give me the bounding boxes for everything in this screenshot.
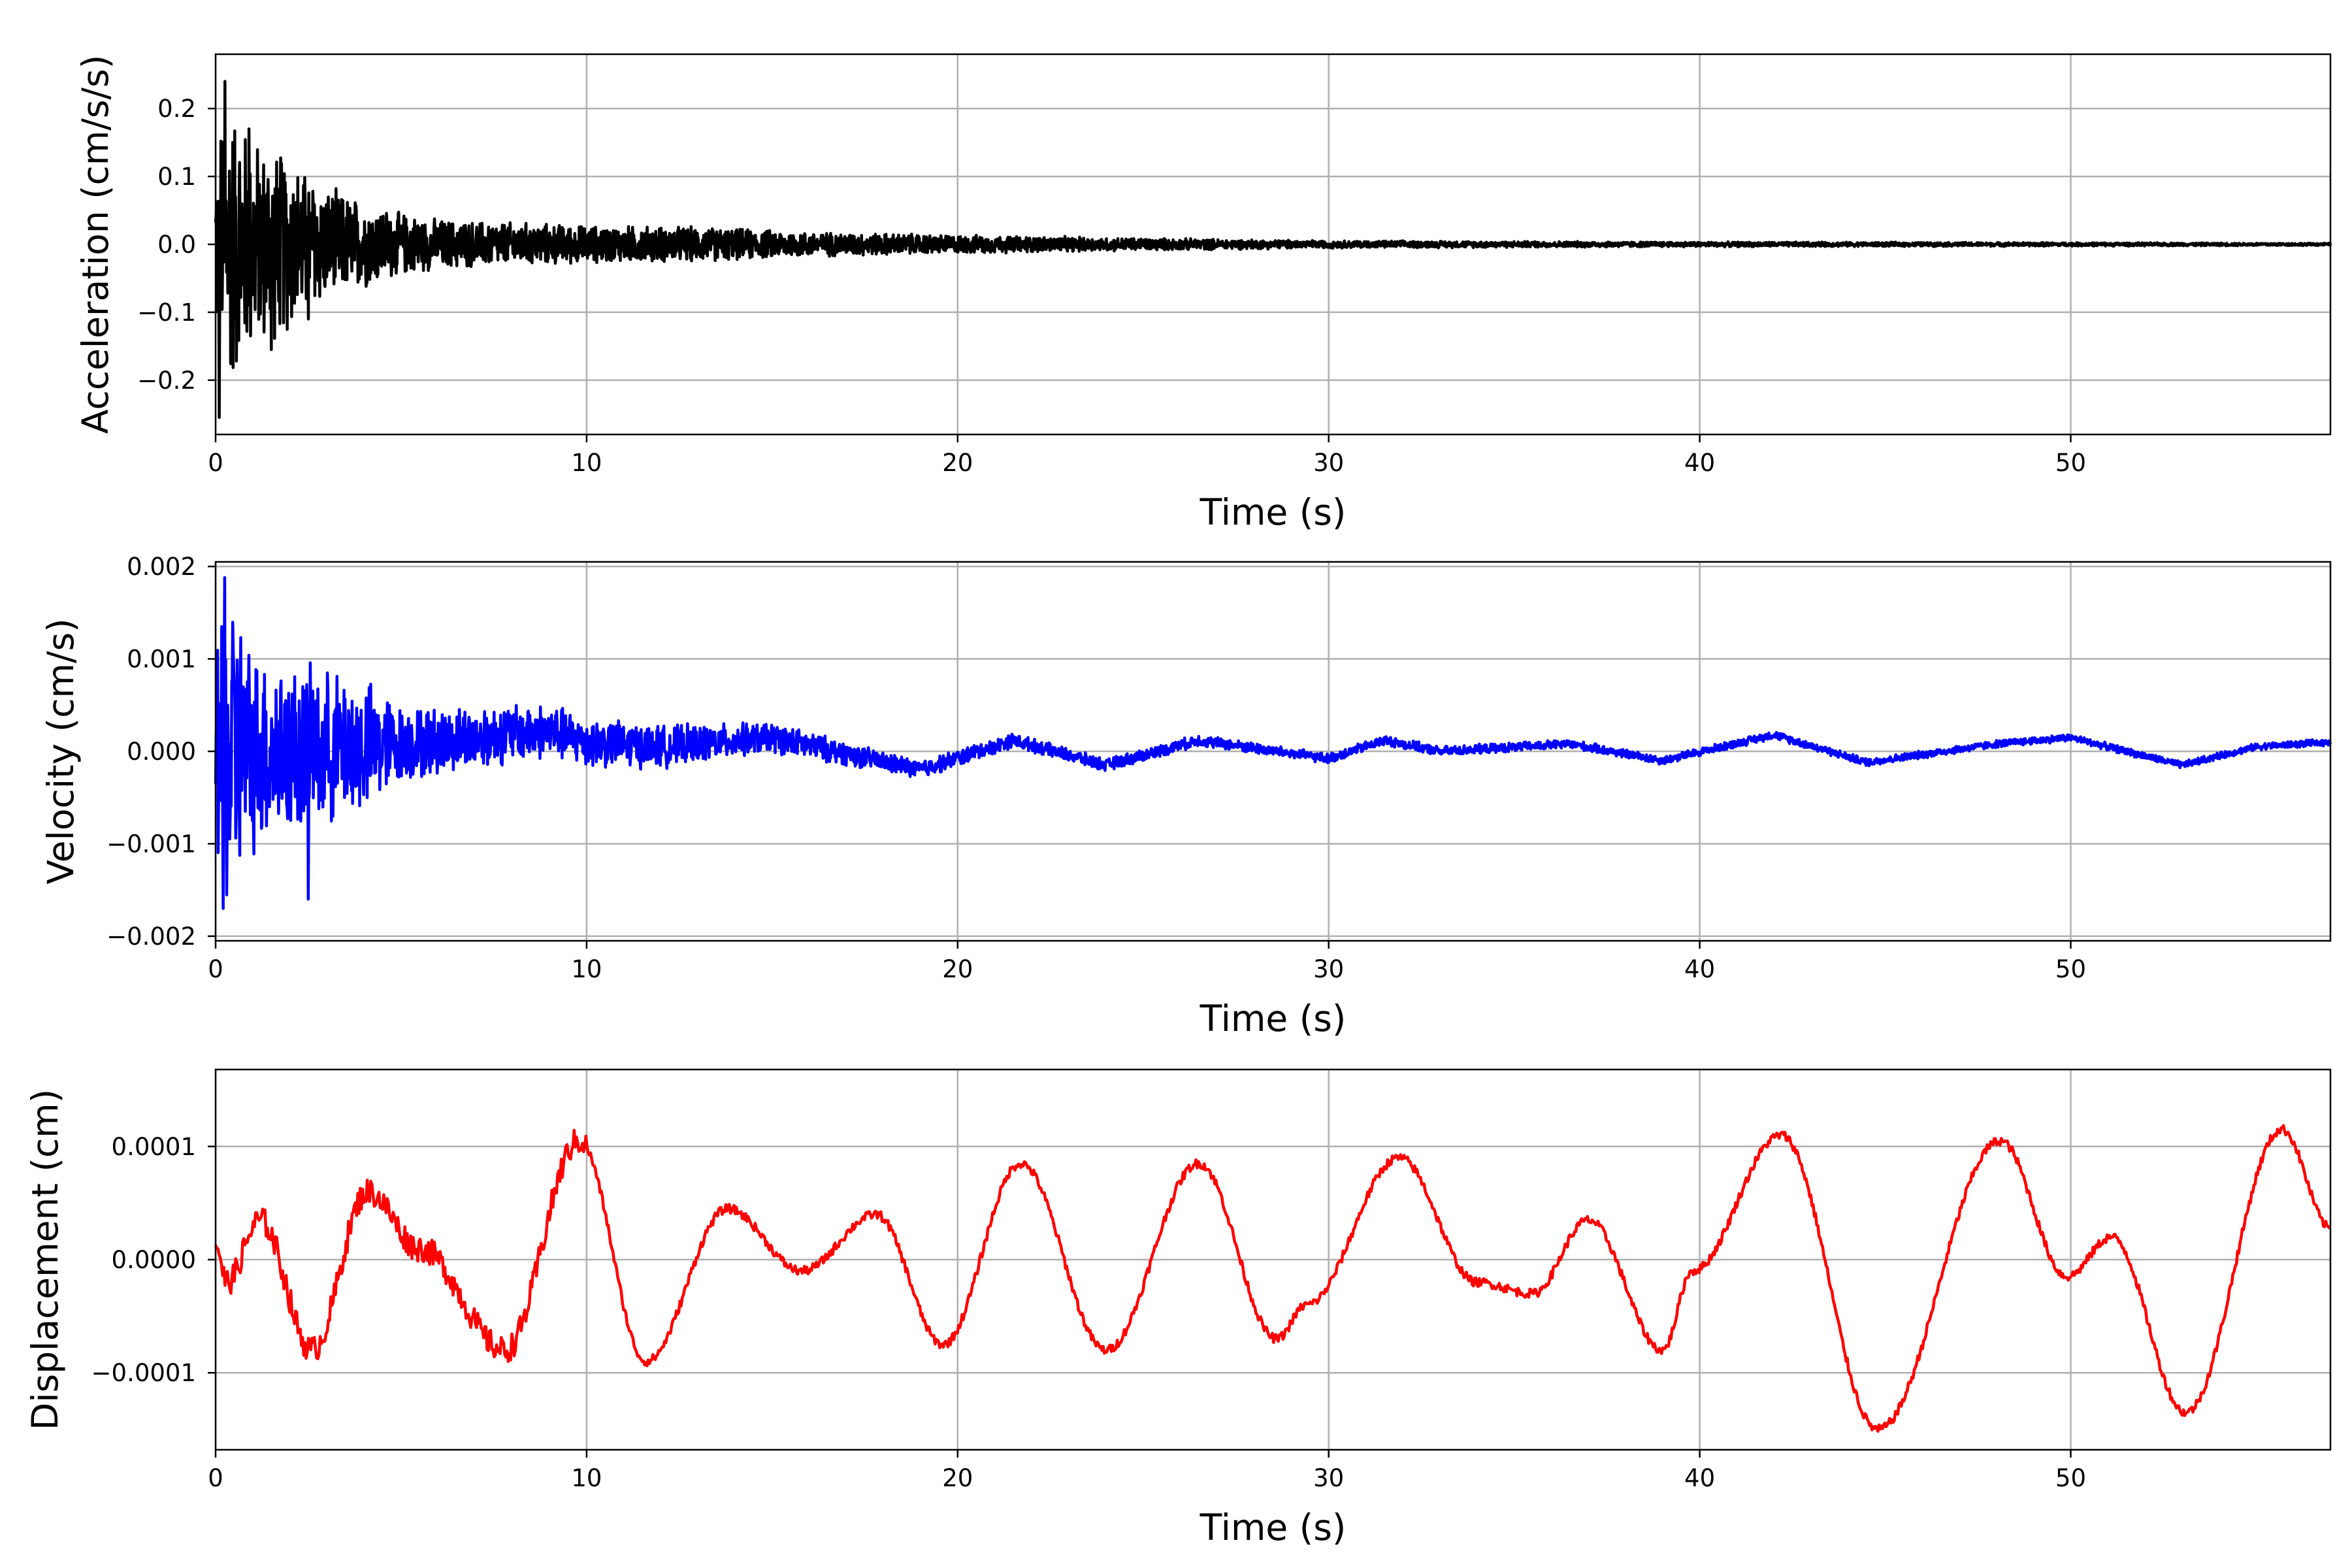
acceleration-x-tick-label: 10 [571, 449, 602, 477]
velocity-y-tick-label: −0.002 [106, 923, 196, 951]
displacement-x-tick-label: 0 [208, 1464, 223, 1492]
velocity-y-tick-label: −0.001 [106, 830, 196, 858]
acceleration-x-tick-label: 30 [1313, 449, 1344, 477]
displacement-y-tick-label: −0.0001 [91, 1359, 196, 1387]
acceleration-x-tick-label: 0 [208, 449, 223, 477]
displacement-series-line [214, 1124, 2331, 1433]
velocity-x-tick-label: 20 [942, 955, 973, 983]
displacement-y-axis-label: Displacement (cm) [24, 1089, 66, 1430]
displacement-panel: 0 10 20 30 40 50 −0.0001 0.0000 0.0001 Time (s) Di… [24, 1068, 2332, 1548]
acceleration-panel: 0 10 20 30 40 50 −0.2 −0.1 0.0 0.1 0.2 Time (s) Acce… [74, 53, 2332, 533]
acceleration-y-tick-label: 0.2 [157, 95, 196, 123]
displacement-y-tick-label: 0.0000 [112, 1246, 196, 1274]
acceleration-x-axis-label: Time (s) [1200, 491, 1347, 533]
velocity-x-tick-label: 40 [1684, 955, 1715, 983]
acceleration-y-tick-label: −0.1 [137, 299, 196, 327]
displacement-x-tick-label: 40 [1684, 1464, 1715, 1492]
displacement-x-tick-label: 30 [1313, 1464, 1344, 1492]
displacement-y-tick-label: 0.0001 [112, 1133, 196, 1161]
acceleration-x-tick-label: 50 [2055, 449, 2086, 477]
velocity-x-tick-label: 0 [208, 955, 223, 983]
acceleration-y-axis-label: Acceleration (cm/s/s) [74, 55, 116, 434]
velocity-x-axis-label: Time (s) [1200, 998, 1347, 1039]
acceleration-x-tick-label: 40 [1684, 449, 1715, 477]
displacement-x-tick-label: 50 [2055, 1464, 2086, 1492]
velocity-y-tick-label: 0.002 [127, 553, 196, 581]
displacement-x-tick-label: 10 [571, 1464, 602, 1492]
acceleration-x-tick-label: 20 [942, 449, 973, 477]
displacement-x-tick-label: 20 [942, 1464, 973, 1492]
velocity-x-tick-label: 10 [571, 955, 602, 983]
velocity-y-axis-label: Velocity (cm/s) [40, 618, 82, 884]
acceleration-y-tick-label: 0.0 [157, 231, 196, 259]
acceleration-y-tick-label: −0.2 [137, 367, 196, 395]
acceleration-series-line [214, 80, 2332, 419]
acceleration-y-tick-label: 0.1 [157, 163, 196, 191]
velocity-x-tick-label: 50 [2055, 955, 2086, 983]
velocity-x-tick-label: 30 [1313, 955, 1344, 983]
displacement-x-axis-label: Time (s) [1200, 1507, 1347, 1548]
velocity-y-tick-label: 0.000 [127, 738, 196, 766]
velocity-y-tick-label: 0.001 [127, 645, 196, 674]
velocity-series-line [214, 576, 2332, 910]
velocity-panel: 0 10 20 30 40 50 −0.002 −0.001 0.000 0.001 0.002 Ti… [40, 553, 2332, 1039]
